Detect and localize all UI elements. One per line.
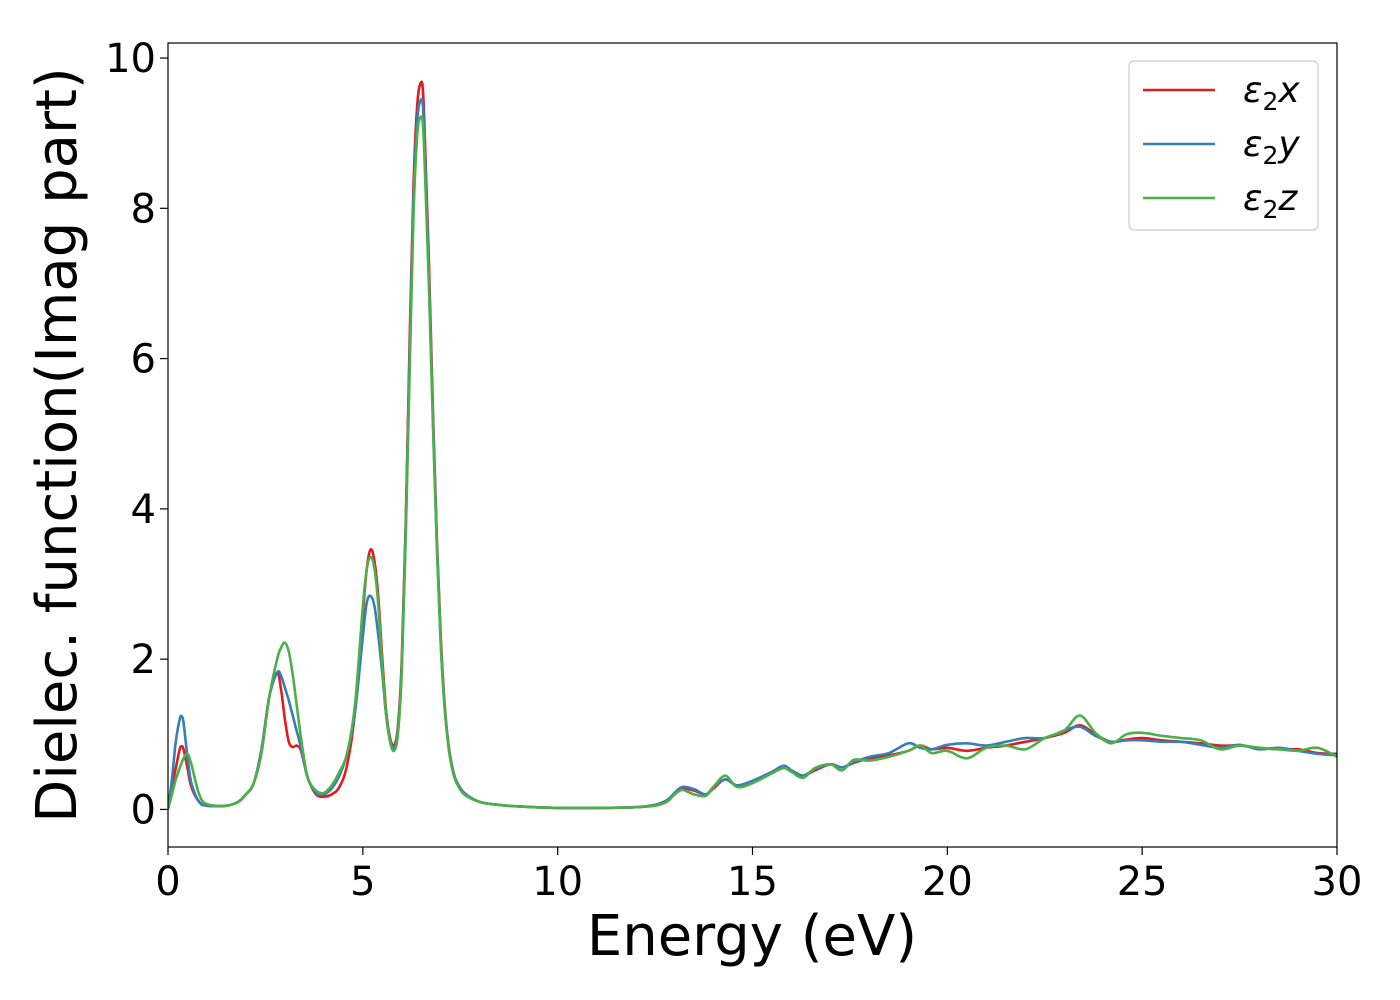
legend-label: ε2x	[1243, 70, 1300, 116]
y-tick-label: 4	[131, 487, 156, 533]
x-tick-label: 5	[350, 859, 375, 905]
y-tick-label: 2	[131, 637, 156, 683]
x-tick-label: 15	[727, 859, 778, 905]
y-axis-title: Dielec. function(Imag part)	[25, 67, 90, 823]
legend-label: ε2y	[1243, 124, 1300, 170]
y-axis: 0 2 4 6 8 10	[105, 36, 168, 833]
x-axis-title: Energy (eV)	[587, 904, 917, 969]
legend-entry-z: ε2z	[1143, 178, 1298, 224]
x-tick-label: 10	[532, 859, 583, 905]
x-tick-label: 0	[155, 859, 180, 905]
x-tick-label: 20	[922, 859, 973, 905]
y-tick-label: 0	[131, 787, 156, 833]
x-axis: 0 5 10 15 20 25 30	[155, 847, 1362, 905]
x-tick-label: 25	[1117, 859, 1168, 905]
legend-entry-y: ε2y	[1143, 124, 1300, 170]
x-tick-label: 30	[1312, 859, 1363, 905]
y-tick-label: 10	[105, 36, 156, 82]
y-tick-label: 8	[131, 186, 156, 232]
series-lines	[168, 80, 1337, 810]
series-line-z	[168, 115, 1337, 810]
legend-entry-x: ε2x	[1143, 70, 1300, 116]
legend: ε2x ε2y ε2z	[1128, 60, 1319, 231]
legend-label: ε2z	[1243, 178, 1298, 224]
legend-box	[1128, 60, 1319, 231]
y-tick-label: 6	[131, 337, 156, 383]
